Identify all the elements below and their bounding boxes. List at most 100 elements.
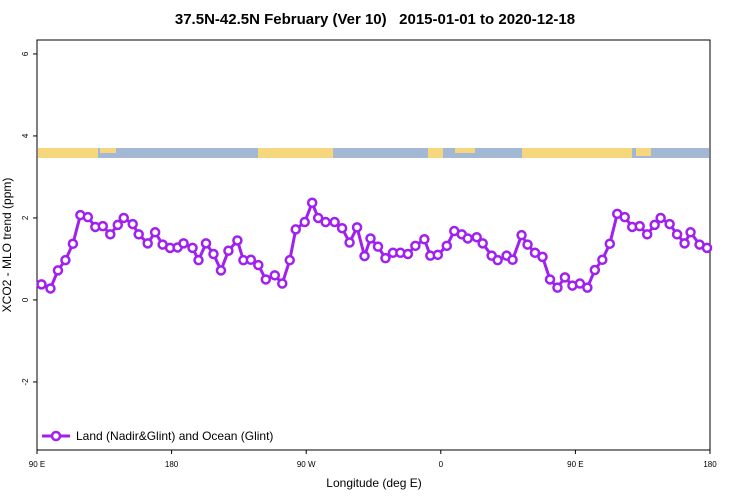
- data-point: [655, 212, 666, 224]
- data-point: [284, 254, 295, 266]
- land: [258, 148, 333, 158]
- data-point: [441, 240, 453, 252]
- data-point: [312, 212, 324, 224]
- x-tick-label: 180: [165, 460, 179, 469]
- data-point: [634, 220, 645, 232]
- data-point: [336, 222, 348, 234]
- x-axis-label: Longitude (deg E): [326, 476, 421, 490]
- data-point: [641, 229, 653, 240]
- data-point: [290, 224, 301, 235]
- data-point: [380, 252, 391, 264]
- data-point: [529, 247, 541, 259]
- land: [636, 148, 651, 156]
- x-tick-label: 90 W: [297, 460, 316, 469]
- data-point: [105, 229, 116, 240]
- data-point: [359, 250, 370, 262]
- data-point: [664, 218, 675, 230]
- data-point: [604, 238, 616, 250]
- data-point: [522, 239, 533, 250]
- data-point: [60, 254, 71, 266]
- data-point: [419, 234, 430, 245]
- data-point: [82, 211, 94, 223]
- data-point: [253, 259, 264, 271]
- land: [428, 148, 443, 158]
- data-point: [507, 254, 518, 266]
- data-point: [649, 219, 660, 231]
- land: [38, 148, 98, 158]
- data-point: [149, 227, 161, 238]
- data-point: [215, 265, 227, 276]
- x-tick-label: 180: [703, 460, 717, 469]
- data-point: [118, 212, 129, 224]
- data-point: [516, 229, 527, 241]
- data-point: [133, 229, 144, 240]
- chart-title: 37.5N-42.5N February (Ver 10) 2015-01-01…: [175, 11, 575, 28]
- data-point: [329, 216, 340, 228]
- data-point: [685, 227, 696, 238]
- data-point: [112, 219, 124, 231]
- data-point: [344, 237, 355, 248]
- data-point: [552, 282, 563, 293]
- data-point: [178, 238, 189, 249]
- data-point: [671, 229, 683, 240]
- data-point: [232, 235, 243, 246]
- ocean: [38, 148, 709, 158]
- data-point: [269, 270, 281, 281]
- data-point: [306, 197, 318, 209]
- data-point: [432, 249, 444, 261]
- y-tick-label: 2: [21, 215, 30, 220]
- y-tick-label: 4: [21, 133, 30, 138]
- land: [100, 148, 116, 153]
- data-point: [320, 216, 331, 228]
- data-point: [492, 254, 503, 266]
- data-point: [471, 231, 482, 243]
- data-point: [200, 238, 212, 249]
- y-axis-label: XCO2 - MLO trend (ppm): [0, 178, 14, 313]
- data-point: [582, 282, 593, 293]
- x-tick-label: 90 E: [567, 460, 583, 469]
- legend: Land (Nadir&Glint) and Ocean (Glint): [42, 429, 273, 443]
- data-point: [701, 242, 713, 254]
- data-point: [544, 274, 556, 285]
- legend-marker: [50, 430, 62, 442]
- land: [455, 148, 475, 153]
- data-point: [537, 251, 548, 263]
- data-point: [45, 283, 56, 294]
- data-point: [597, 254, 608, 266]
- data-point: [187, 242, 198, 254]
- data-point: [127, 218, 138, 230]
- y-tick-label: 6: [21, 51, 30, 56]
- data-point: [142, 238, 153, 249]
- data-point: [260, 274, 272, 285]
- data-point: [365, 233, 376, 244]
- data-point: [477, 238, 488, 249]
- data-point: [36, 279, 47, 290]
- x-tick-label: 0: [439, 460, 444, 469]
- y-tick-label: 0: [21, 297, 30, 302]
- data-point: [410, 240, 421, 252]
- data-point: [277, 278, 288, 289]
- legend-label: Land (Nadir&Glint) and Ocean (Glint): [76, 429, 273, 443]
- data-point: [402, 248, 414, 260]
- land: [522, 148, 632, 158]
- data-point: [97, 220, 109, 232]
- data-point: [619, 211, 631, 223]
- data-point: [351, 222, 363, 233]
- data-point: [574, 278, 586, 289]
- data-point: [559, 272, 571, 283]
- data-point: [223, 245, 234, 256]
- data-point: [679, 238, 690, 249]
- data-point: [462, 233, 473, 244]
- y-tick-label: -2: [21, 378, 30, 386]
- data-point: [245, 254, 257, 266]
- data-point: [208, 248, 219, 260]
- x-tick-label: 90 E: [29, 460, 45, 469]
- land-ocean-strip: [38, 148, 709, 158]
- data-point: [589, 264, 601, 276]
- data-point: [52, 265, 64, 276]
- data-point: [193, 254, 204, 266]
- data-point: [372, 241, 384, 252]
- data-point: [67, 238, 79, 250]
- data-point: [299, 216, 310, 228]
